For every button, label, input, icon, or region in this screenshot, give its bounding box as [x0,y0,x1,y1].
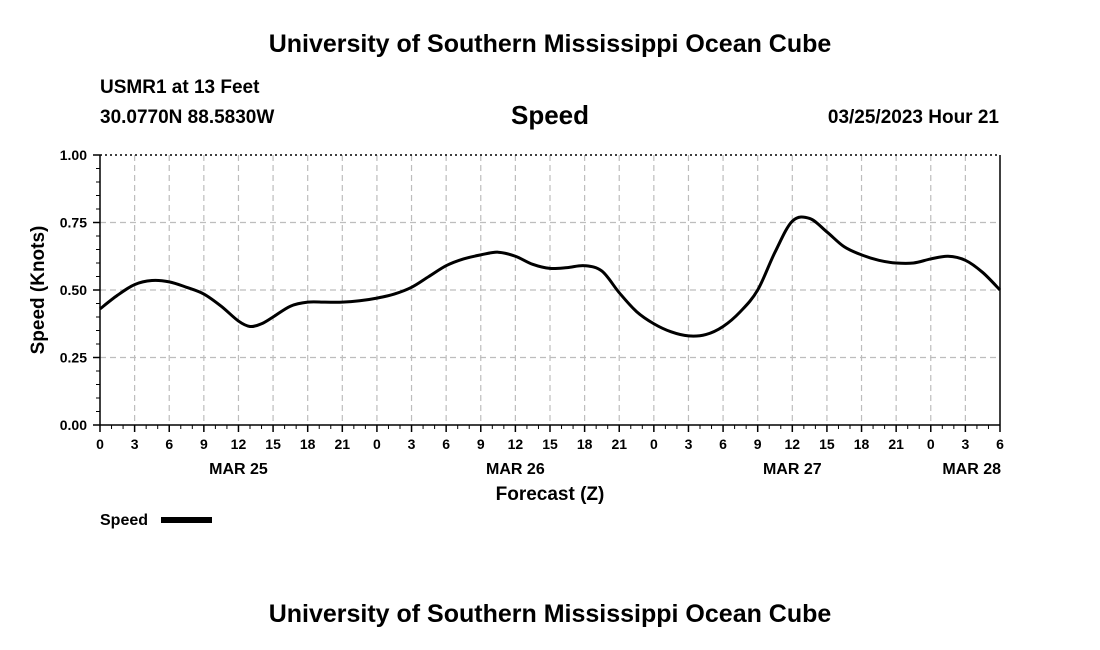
x-tick-label: 18 [854,436,870,452]
x-tick-label: 18 [300,436,316,452]
x-tick-label: 6 [165,436,173,452]
x-tick-label: 15 [265,436,281,452]
x-tick-label: 3 [961,436,969,452]
x-tick-label: 6 [996,436,1004,452]
x-tick-label: 21 [888,436,904,452]
y-axis-label: Speed (Knots) [28,226,49,355]
x-tick-label: 15 [819,436,835,452]
series-line-speed [99,215,1002,338]
x-tick-label: 0 [927,436,935,452]
station-label: USMR1 at 13 Feet [100,77,260,98]
footer-title: University of Southern Mississippi Ocean… [268,600,832,628]
y-tick-label: 0.00 [60,417,87,433]
x-tick-label: 12 [785,436,801,452]
legend: Speed [100,512,212,529]
legend-swatch [161,517,212,523]
coordinates-label: 30.0770N 88.5830W [100,107,275,128]
x-tick-label: 3 [131,436,139,452]
x-tick-label: 12 [231,436,247,452]
x-tick-label: 15 [542,436,558,452]
x-tick-label: 0 [373,436,381,452]
x-tick-label: 0 [96,436,104,452]
y-tick-label: 1.00 [60,147,87,163]
x-tick-label: 0 [650,436,658,452]
speed-chart: 0.00 0.25 0.50 0.75 1.00 0 3 6 9 12 15 18 21 0 3 6 9 12 15… [28,147,1004,529]
x-tick-label: 12 [508,436,524,452]
date-label: MAR 27 [763,461,822,478]
date-label: MAR 28 [942,461,1001,478]
y-tick-label: 0.25 [60,350,87,366]
forecast-datetime: 03/25/2023 Hour 21 [827,107,999,128]
variable-title: Speed [510,100,590,130]
series-layer [99,215,1002,338]
x-tick-label: 9 [754,436,762,452]
grid-lines [100,155,1000,425]
x-tick-label: 9 [477,436,485,452]
x-tick-label: 3 [408,436,416,452]
x-axis-label: Forecast (Z) [496,484,605,505]
x-tick-label: 6 [719,436,727,452]
y-tick-label: 0.75 [60,215,87,231]
x-tick-label: 18 [577,436,593,452]
y-tick-label: 0.50 [60,282,87,298]
x-tick-label: 3 [685,436,693,452]
ticks: 0.00 0.25 0.50 0.75 1.00 0 3 6 9 12 15 18 21 0 3 6 9 12 15… [60,147,1004,478]
x-tick-label: 21 [611,436,627,452]
x-tick-label: 6 [442,436,450,452]
chart-title: University of Southern Mississippi Ocean… [268,30,832,58]
legend-label: Speed [100,512,148,529]
axis-labels: Forecast (Z) Speed (Knots) [28,226,604,505]
date-label: MAR 26 [486,461,545,478]
x-tick-label: 21 [335,436,351,452]
x-tick-label: 9 [200,436,208,452]
date-label: MAR 25 [209,461,268,478]
